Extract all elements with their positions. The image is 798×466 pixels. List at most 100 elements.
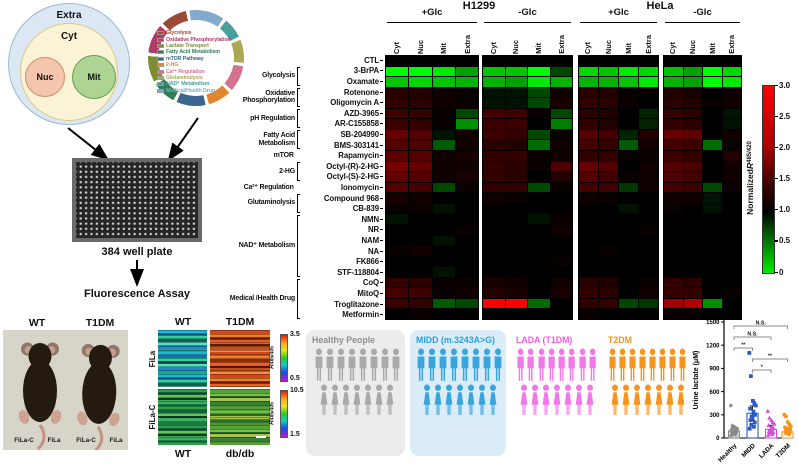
pathway-legend: Glycolysis Oxidative Phosphorylation Lacta… [157,30,243,94]
urine-lactate-plot: 0 300 600 900 1200 1500 Urine lactate (μM) Heal… [693,320,794,464]
heatmap-cell [619,203,638,214]
data-point [783,414,788,419]
heatmap-cell [599,56,618,66]
heatmap-cell [722,119,741,129]
heatmap-cell [483,182,505,193]
female-icon [331,384,339,415]
colorbar-tick-label: 0.5 [779,236,791,246]
heatmap-cell [386,119,409,129]
heatmap-cell [483,298,505,309]
fila-top-wt-label: WT [174,316,192,328]
female-icon [489,384,496,415]
male-icon [472,348,480,381]
heatmap-cell [550,277,572,288]
heatmap-cell [386,56,409,66]
category-bracket [297,215,300,277]
heatmap-cell [579,256,598,267]
heatmap-cell [528,87,550,98]
cell-line-label: H1299 [462,0,496,12]
cohort-group-2: MIDD (m.3243A>G) [410,330,506,456]
heatmap-cell [722,267,741,277]
heatmap-cell [483,140,505,151]
female-icon [575,384,582,415]
heatmap-cell [386,129,409,140]
cohort-title: Healthy People [312,335,376,345]
foot-label-3: FiLa-C [76,437,96,444]
heatmap-cell [703,56,722,66]
male-icon [370,348,377,381]
heatmap-cell [599,151,618,161]
heatmap-cell [409,87,432,98]
heatmap-cell [386,203,409,214]
heatmap-cell [409,98,432,108]
heatmap-cell [455,56,478,66]
heatmap-cell [409,56,432,66]
wt-filac-image [158,389,207,445]
heatmap-cell [683,66,702,77]
heatmap-cell [483,108,505,119]
heatmap-cell [639,98,658,108]
heatmap-cell [599,235,618,246]
data-point [753,412,757,417]
legend-item: NAD⁺ Metabolism [157,81,243,87]
heatmap-cell [619,246,638,256]
category-label: Fatty Acid Metabolism [258,131,295,147]
condition-underline [387,21,477,23]
colorbar-tick-label: 2.5 [779,111,791,121]
nucleus-circle: Nuc [25,57,65,97]
legend-item: Glutaminolysis [157,75,243,81]
heatmap-cell [664,203,683,214]
category-label: Glycolysis [261,72,295,80]
heatmap-cell [579,108,598,119]
category-bracket [297,130,300,150]
heatmap-cell [599,77,618,87]
heatmap-cell [722,140,741,151]
heatmap-cell [528,298,550,309]
heatmap-cell [599,193,618,203]
row-label: AR-C155858 [302,119,383,130]
colorbar-tick [774,178,778,180]
heatmap-cell [483,256,505,267]
heatmap-cell [664,246,683,256]
heatmap-cell [550,288,572,298]
heatmap-cell [722,56,741,66]
heatmap-cell [639,66,658,77]
heatmap-cell [483,203,505,214]
legend-label: Glycolysis [166,30,192,37]
donut-hole [158,20,234,96]
category-bracket [297,193,300,213]
female-icon [611,384,618,415]
heatmap-cell [528,267,550,277]
heatmap-cell [639,277,658,288]
heatmap-cell [505,151,527,161]
category-label: Medical /Health Drug [229,294,295,302]
heatmap-cell [619,119,638,129]
row-label: MitoQ [302,288,383,299]
heatmap-cell [683,87,702,98]
heatmap-cell [599,140,618,151]
heatmap-cell [599,277,618,288]
heatmap-cell [550,108,572,119]
female-icon [520,384,527,415]
heatmap-cell [409,66,432,77]
colorbar-tick-label: 1.5 [779,174,791,183]
male-icon [461,348,469,381]
heatmap-cell [664,214,683,224]
male-icon [629,348,636,381]
heatmap-cell [579,309,598,319]
male-icon [568,348,576,381]
arrow-donut-to-plate [167,117,199,162]
heatmap-cell [409,182,432,193]
heatmap-cell [483,214,505,224]
heatmap-cell [505,214,527,224]
heatmap-cell [550,246,572,256]
legend-swatch [157,88,164,93]
data-point [747,426,752,431]
female-icon [456,384,463,415]
heatmap-cell [483,129,505,140]
heatmap-cell [619,98,638,108]
heatmap-cell [528,277,550,288]
male-icon [609,348,616,381]
heatmap-cell [664,256,683,267]
category-label: Oxidative Phosphorylation [242,89,295,105]
